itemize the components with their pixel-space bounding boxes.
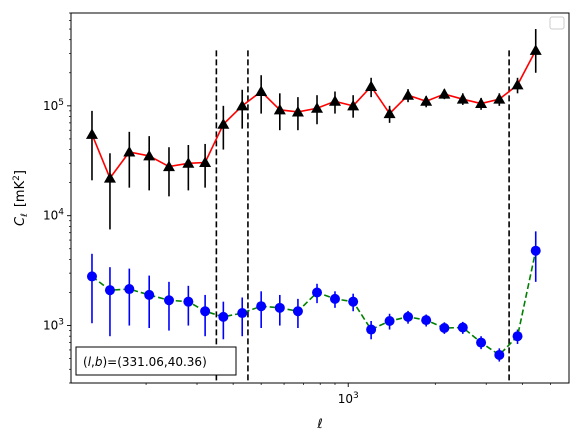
data-point xyxy=(328,95,341,106)
data-point xyxy=(218,311,229,322)
data-point xyxy=(529,44,542,55)
legend-box xyxy=(549,16,565,30)
data-point xyxy=(456,93,469,104)
data-point xyxy=(256,301,267,312)
series-1 xyxy=(85,29,542,230)
data-point xyxy=(143,149,156,161)
data-point xyxy=(530,245,541,256)
data-point xyxy=(86,271,97,282)
data-point xyxy=(217,118,230,129)
data-point xyxy=(329,293,340,304)
annotation-text: (l,b)=(331.06,40.36) xyxy=(83,355,207,369)
data-point xyxy=(494,349,505,360)
x-axis-label: ℓ xyxy=(316,417,322,432)
data-point xyxy=(311,102,324,113)
y-tick-label: 105 xyxy=(43,98,64,113)
data-point xyxy=(383,107,396,119)
plot-area xyxy=(85,29,542,383)
y-axis: 103 104 105 xyxy=(43,12,71,384)
data-point xyxy=(255,85,268,97)
x-tick-label: 103 xyxy=(338,391,359,406)
data-point xyxy=(103,172,116,183)
y-tick-label: 103 xyxy=(43,318,64,333)
data-point xyxy=(273,103,286,115)
data-point xyxy=(182,157,195,168)
data-point xyxy=(291,105,304,117)
data-point xyxy=(365,80,378,91)
data-point xyxy=(292,306,303,317)
data-point xyxy=(347,99,360,111)
data-point xyxy=(123,146,136,157)
data-point xyxy=(511,78,524,90)
x-axis: 103 xyxy=(145,383,551,406)
plot-frame xyxy=(70,12,570,384)
y-tick-label: 104 xyxy=(43,208,64,223)
data-point xyxy=(493,93,506,104)
data-point xyxy=(236,99,249,111)
data-point xyxy=(124,284,135,295)
data-point xyxy=(402,89,415,100)
data-point xyxy=(348,296,359,307)
data-point xyxy=(403,311,414,322)
series-line xyxy=(91,49,537,180)
data-point xyxy=(312,287,323,298)
data-point xyxy=(475,97,488,109)
data-point xyxy=(366,324,377,335)
series-line xyxy=(91,250,537,356)
data-point xyxy=(438,88,451,99)
data-point xyxy=(237,308,248,319)
annotation-box: (l,b)=(331.06,40.36) xyxy=(75,346,237,376)
data-point xyxy=(512,331,523,342)
data-point xyxy=(439,323,450,334)
data-point xyxy=(144,289,155,300)
data-point xyxy=(163,295,174,306)
data-point xyxy=(457,322,468,333)
data-point xyxy=(85,128,98,139)
data-point xyxy=(104,285,115,296)
data-point xyxy=(420,95,433,106)
data-point xyxy=(274,302,285,313)
data-point xyxy=(476,337,487,348)
data-point xyxy=(183,296,194,307)
data-point xyxy=(384,316,395,327)
data-point xyxy=(200,306,211,317)
data-point xyxy=(199,156,212,167)
series-2 xyxy=(86,231,541,362)
y-axis-label: Cℓ[mK2] xyxy=(12,170,30,226)
data-point xyxy=(421,315,432,326)
data-point xyxy=(162,160,175,172)
